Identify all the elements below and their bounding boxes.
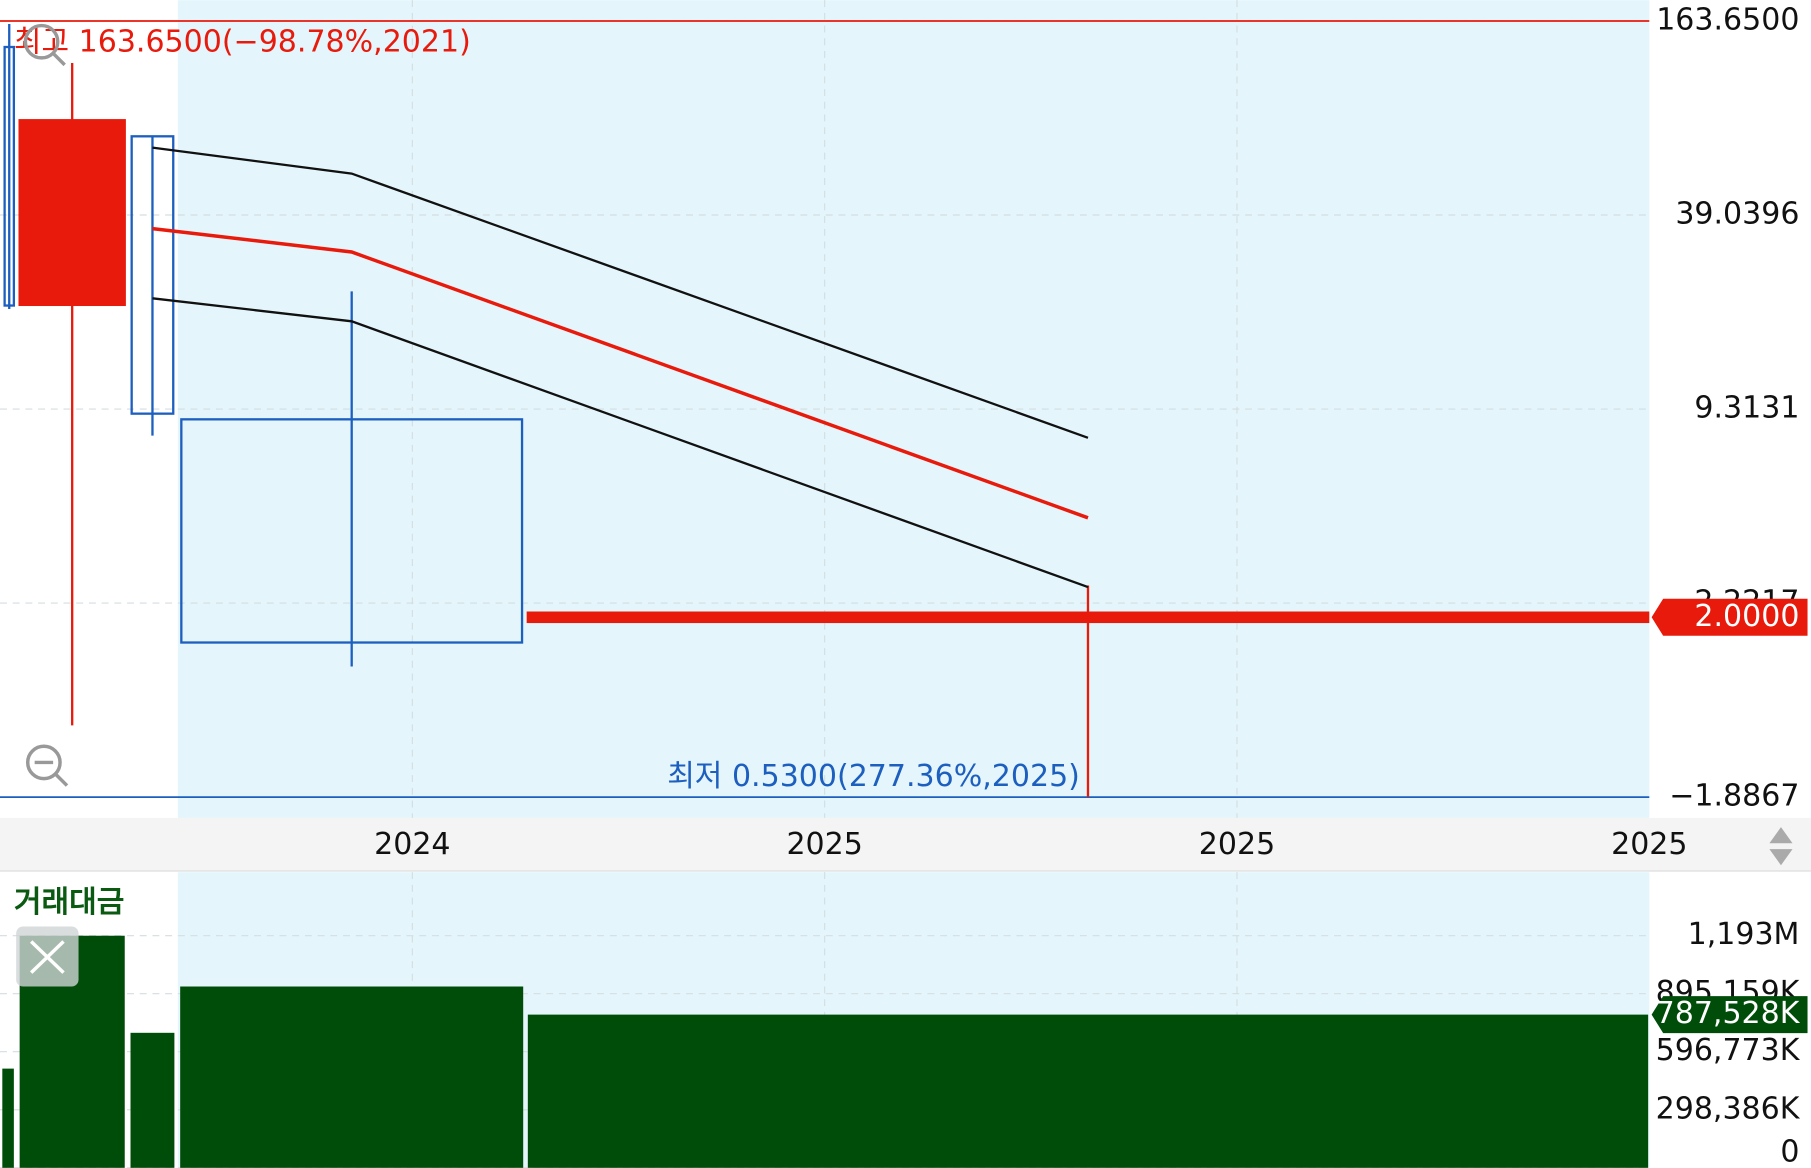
- y-tick-label: 1,193M: [1688, 917, 1800, 952]
- x-tick-label: 2025: [1611, 827, 1687, 862]
- scroll-spinner[interactable]: [1769, 827, 1793, 866]
- x-tick-label: 2025: [786, 827, 862, 862]
- y-tick-label: −1.8867: [1669, 779, 1799, 814]
- value-tag-label: 787,528K: [1656, 996, 1801, 1031]
- price-tag-label: 2.0000: [1694, 599, 1799, 634]
- bar: [527, 1014, 1649, 1168]
- y-tick-label: 163.6500: [1656, 2, 1799, 37]
- y-tick-label: 0: [1780, 1134, 1799, 1168]
- y-tick-label: 39.0396: [1675, 196, 1799, 231]
- bar: [180, 986, 524, 1168]
- candle-body: [526, 611, 1650, 624]
- y-tick-label: 298,386K: [1656, 1091, 1801, 1126]
- zoom-out[interactable]: [25, 744, 69, 787]
- candle-body: [18, 119, 126, 307]
- candle-body: [3, 45, 16, 307]
- zoom-in[interactable]: [23, 23, 66, 67]
- x-tick-label: 2025: [1199, 827, 1275, 862]
- band-line: [152, 297, 1089, 589]
- close-indicator[interactable]: [16, 926, 79, 987]
- y-tick-label: 596,773K: [1656, 1033, 1801, 1068]
- x-axis-strip: [0, 817, 1811, 872]
- value-tag: [1651, 996, 1808, 1034]
- band-line: [152, 226, 1089, 520]
- pane-title: 거래대금: [14, 885, 124, 920]
- low-annotation: 최저 0.5300(277.36%,2025): [667, 759, 1080, 794]
- bar: [2, 1068, 14, 1168]
- candle-body: [180, 418, 524, 644]
- high-annotation: 최고 163.6500(−98.78%,2021): [14, 24, 471, 59]
- bar: [130, 1032, 175, 1168]
- band-line: [152, 146, 1089, 439]
- x-tick-label: 2024: [374, 827, 450, 862]
- price-tag: [1651, 598, 1808, 636]
- y-tick-label: 9.3131: [1694, 391, 1799, 426]
- candle-body: [130, 135, 175, 415]
